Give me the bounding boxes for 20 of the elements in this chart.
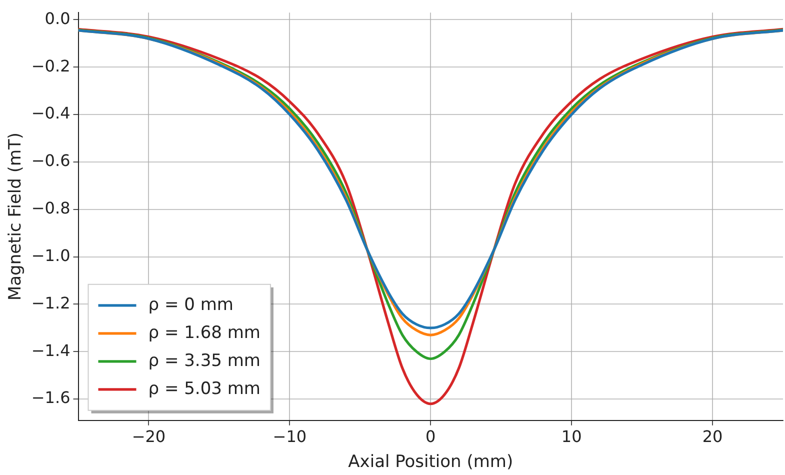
y-tick-label: 0.0 <box>44 8 70 28</box>
legend-label: ρ = 5.03 mm <box>148 378 260 399</box>
legend-label: ρ = 3.35 mm <box>148 350 260 371</box>
x-axis-title: Axial Position (mm) <box>348 452 514 472</box>
legend-label: ρ = 0 mm <box>148 294 234 315</box>
y-tick-label: −0.6 <box>31 151 70 170</box>
y-axis-title: Magnetic Field (mT) <box>6 132 26 301</box>
x-tick-label: 10 <box>561 427 582 446</box>
x-tick-label: −10 <box>272 427 307 446</box>
y-tick-label: −0.4 <box>31 104 70 123</box>
y-tick-label: −1.6 <box>31 388 70 408</box>
y-tick-label: −1.0 <box>31 246 70 265</box>
y-tick-label: −0.2 <box>31 56 70 76</box>
y-tick-label: −1.4 <box>31 340 70 360</box>
legend-label: ρ = 1.68 mm <box>148 322 260 343</box>
x-tick-label: 20 <box>702 427 723 446</box>
x-tick-label: 0 <box>426 427 436 446</box>
x-tick-label: −20 <box>132 427 166 446</box>
y-tick-label: −0.8 <box>31 198 70 218</box>
y-tick-label: −1.2 <box>31 293 70 312</box>
